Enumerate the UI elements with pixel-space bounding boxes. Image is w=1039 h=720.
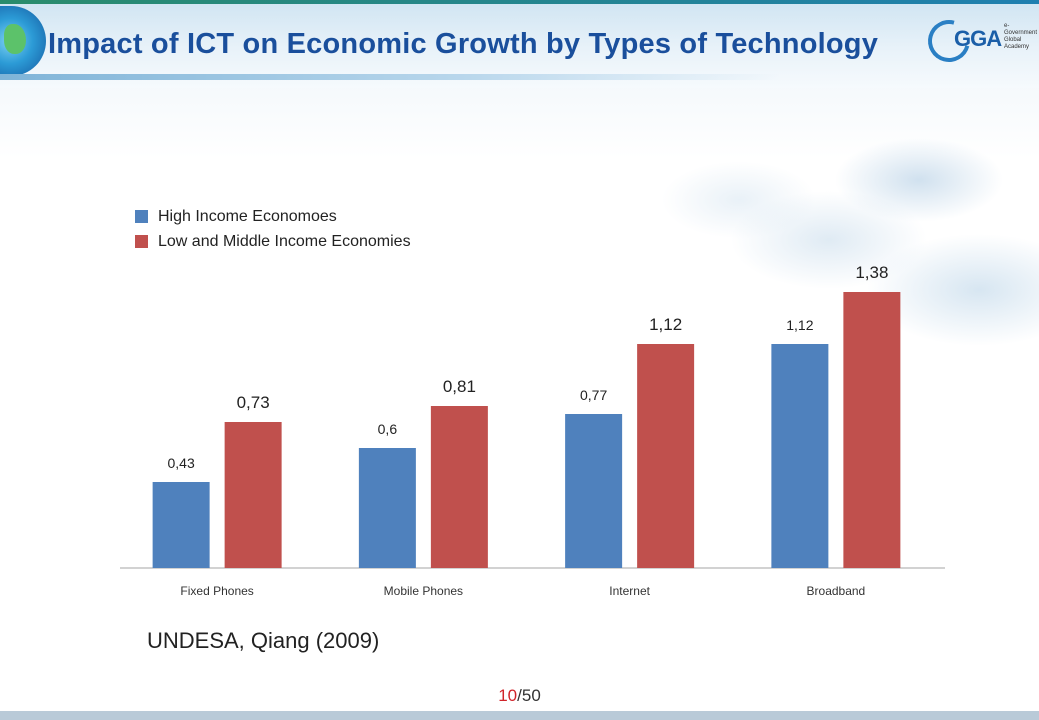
data-label-internet-series-1: 1,12 xyxy=(649,315,682,334)
bar-internet-series-1 xyxy=(637,344,695,568)
data-label-fixed-phones-series-0: 0,43 xyxy=(168,455,195,471)
bottom-bar xyxy=(0,711,1039,720)
bar-broadband-series-1 xyxy=(843,292,901,568)
page-number: 10/50 xyxy=(0,686,1039,706)
x-tick-label-mobile-phones: Mobile Phones xyxy=(384,584,463,598)
top-stripe xyxy=(0,0,1039,4)
data-label-broadband-series-0: 1,12 xyxy=(786,317,813,333)
source-citation: UNDESA, Qiang (2009) xyxy=(147,628,380,653)
bar-mobile-phones-series-0 xyxy=(358,448,416,568)
legend-item-high-income: High Income Economoes xyxy=(135,204,411,229)
legend-swatch-high-income xyxy=(135,210,148,223)
bar-mobile-phones-series-1 xyxy=(430,406,488,568)
logo-subtext: e-Government Global Academy xyxy=(1004,23,1038,50)
x-tick-label-broadband: Broadband xyxy=(807,584,866,598)
gga-logo-icon: GGA e-Government Global Academy xyxy=(920,8,1038,70)
x-tick-label-internet: Internet xyxy=(609,584,650,598)
x-tick-label-fixed-phones: Fixed Phones xyxy=(180,584,253,598)
data-label-internet-series-0: 0,77 xyxy=(580,387,607,403)
legend-swatch-low-middle-income xyxy=(135,235,148,248)
logo-text: GGA xyxy=(954,26,1002,51)
bar-internet-series-0 xyxy=(565,414,623,568)
bar-broadband-series-0 xyxy=(771,344,829,568)
legend-label-high-income: High Income Economoes xyxy=(158,207,337,225)
chart-legend: High Income Economoes Low and Middle Inc… xyxy=(135,204,411,254)
page-total: /50 xyxy=(517,686,541,705)
data-label-mobile-phones-series-0: 0,6 xyxy=(378,421,398,437)
data-label-broadband-series-1: 1,38 xyxy=(855,263,888,282)
bar-fixed-phones-series-0 xyxy=(152,482,210,568)
legend-item-low-middle-income: Low and Middle Income Economies xyxy=(135,229,411,254)
legend-label-low-middle-income: Low and Middle Income Economies xyxy=(158,232,411,250)
data-label-fixed-phones-series-1: 0,73 xyxy=(237,393,270,412)
data-label-mobile-phones-series-1: 0,81 xyxy=(443,377,476,396)
bar-fixed-phones-series-1 xyxy=(224,422,282,568)
title-underline xyxy=(0,74,780,80)
header-band xyxy=(0,0,1039,88)
page-title: Impact of ICT on Economic Growth by Type… xyxy=(48,28,879,60)
page-current: 10 xyxy=(498,686,518,705)
